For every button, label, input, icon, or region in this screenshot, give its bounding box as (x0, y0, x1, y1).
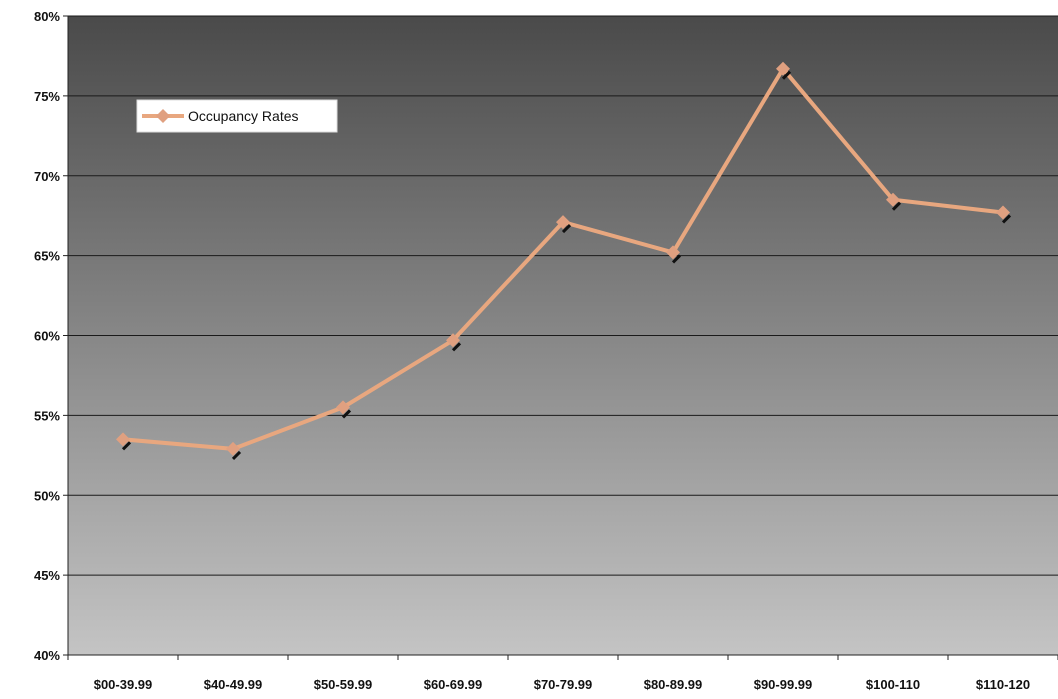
y-tick-label: 40% (34, 648, 60, 663)
axes (63, 15, 1058, 660)
legend-marker-icon (156, 109, 170, 123)
y-tick-label: 50% (34, 488, 60, 503)
data-point-marker (996, 205, 1010, 220)
y-tick-label: 70% (34, 169, 60, 184)
marker-shadow (451, 342, 462, 352)
x-tick-label: $70-79.99 (534, 677, 593, 692)
marker-shadow (341, 409, 352, 419)
marker-shadow (671, 254, 682, 264)
data-point-marker (336, 400, 350, 415)
x-tick-label: $110-120 (976, 677, 1030, 692)
marker-shadow (891, 201, 902, 211)
marker-shadow (781, 70, 792, 80)
data-point-marker (776, 61, 790, 76)
marker-shadow (1001, 214, 1012, 224)
data-point-marker (556, 215, 570, 230)
marker-shadow (121, 441, 132, 451)
x-tick-label: $100-110 (866, 677, 920, 692)
marker-shadow (231, 450, 242, 460)
gridlines (68, 15, 1058, 576)
legend: Occupancy Rates (136, 99, 338, 133)
y-tick-label: 65% (34, 249, 60, 264)
x-tick-labels: $00-39.99 $40-49.99 $50-59.99 $60-69.99 $70-… (94, 677, 1030, 692)
y-tick-label: 75% (34, 89, 60, 104)
y-tick-label: 55% (34, 408, 60, 423)
y-tick-labels: 40% 45% 50% 55% 60% 65% 70% 75% 80% (34, 9, 60, 663)
data-point-marker (446, 333, 460, 348)
marker-shadow (561, 224, 572, 234)
x-tick-label: $00-39.99 (94, 677, 153, 692)
y-tick-label: 60% (34, 329, 60, 344)
x-tick-label: $80-89.99 (644, 677, 703, 692)
data-point-marker (226, 441, 240, 456)
data-point-marker (666, 245, 680, 260)
y-tick-label: 45% (34, 568, 60, 583)
legend-label: Occupancy Rates (188, 108, 299, 124)
x-tick-label: $40-49.99 (204, 677, 263, 692)
y-tick-label: 80% (34, 9, 60, 24)
data-point-marker (116, 432, 130, 447)
x-tick-label: $90-99.99 (754, 677, 813, 692)
x-tick-label: $60-69.99 (424, 677, 483, 692)
data-point-marker (886, 192, 900, 207)
series-occupancy-rates (116, 61, 1012, 460)
x-tick-label: $50-59.99 (314, 677, 373, 692)
